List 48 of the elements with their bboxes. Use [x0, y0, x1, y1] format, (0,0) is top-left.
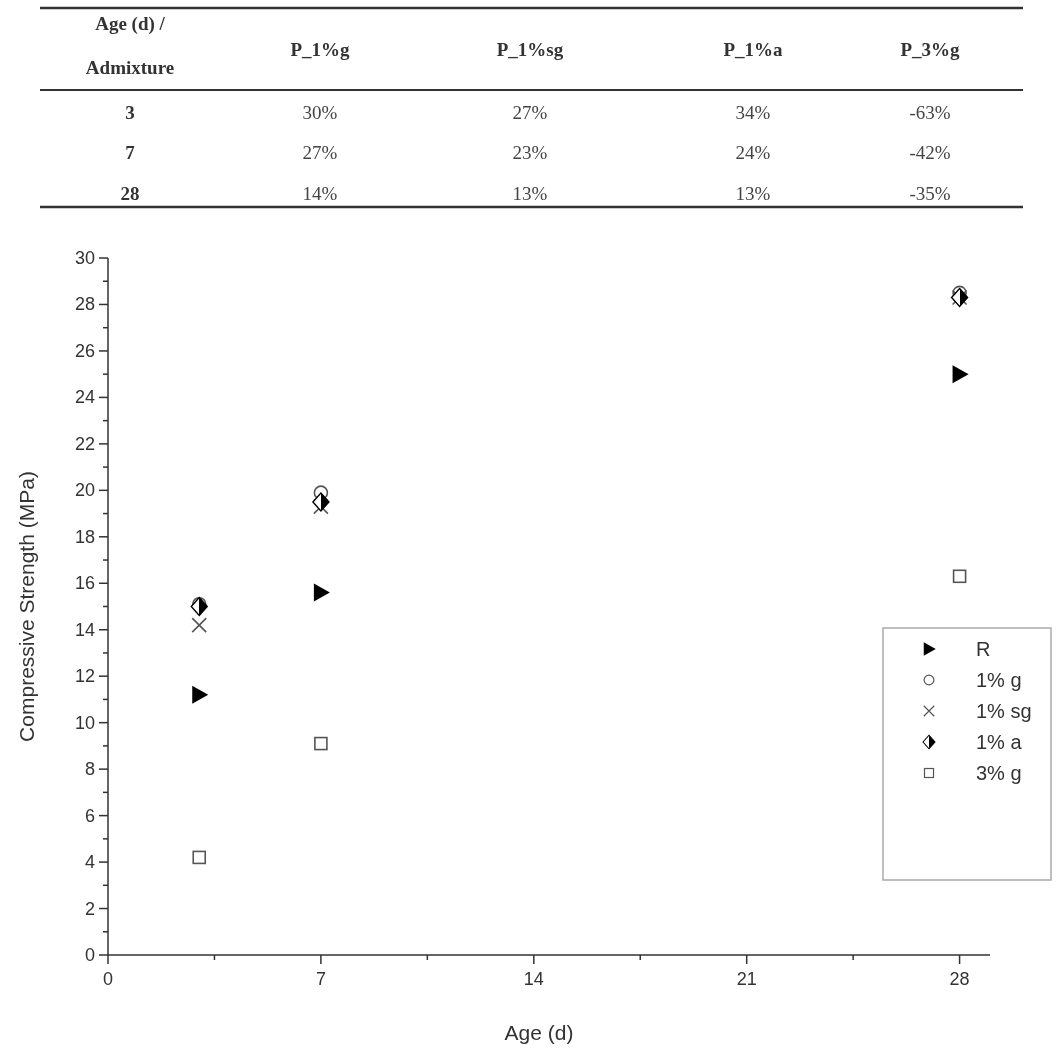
category-label: 7: [125, 142, 135, 163]
y-tick-label: 10: [74, 712, 95, 733]
text: 27%: [302, 142, 338, 163]
category-label: P_1%a: [723, 39, 784, 60]
y-tick-label: 22: [74, 433, 95, 454]
y-tick-label: 20: [74, 480, 95, 501]
y-tick-label: 30: [74, 248, 95, 268]
text: 23%: [512, 142, 548, 163]
category-label: 3: [125, 102, 135, 123]
y-tick-label: 14: [74, 619, 95, 640]
legend-label: 1% g: [976, 669, 1022, 691]
legend-label: 3% g: [976, 762, 1022, 784]
y-tick-label: 28: [74, 294, 95, 315]
x-axis-title: Age (d): [504, 1021, 574, 1044]
y-tick-label: 0: [84, 945, 95, 965]
legend-label: 1% sg: [976, 700, 1032, 722]
text: 13%: [735, 183, 771, 204]
y-axis-title: Compressive Strength (MPa): [15, 471, 38, 742]
y-tick-label: 12: [74, 666, 95, 687]
y-tick-label: 8: [84, 759, 95, 780]
text: Age (d) / Admixture: [85, 13, 175, 78]
legend-label: 1% a: [976, 731, 1023, 753]
y-tick-label: 4: [84, 852, 95, 873]
y-tick-label: 16: [74, 573, 95, 594]
text: 27%: [512, 102, 548, 123]
x-tick-label: 0: [102, 969, 114, 989]
text: 24%: [735, 142, 771, 163]
legend-label: R: [976, 638, 991, 660]
y-tick-label: 26: [74, 340, 95, 361]
text: 13%: [512, 183, 548, 204]
category-label: P_1%sg: [496, 39, 564, 60]
text: 14%: [302, 183, 338, 204]
x-tick-label: 28: [949, 969, 970, 989]
x-tick-label: 7: [315, 969, 326, 989]
x-tick-label: 21: [736, 969, 757, 989]
y-tick-label: 24: [74, 387, 95, 408]
text: -35%: [909, 183, 951, 204]
y-tick-label: 18: [74, 526, 95, 547]
y-tick-label: 6: [84, 805, 95, 826]
category-label: 28: [120, 183, 140, 204]
x-tick-label: 14: [523, 969, 544, 989]
category-label: P_1%g: [290, 39, 351, 60]
category-label: P_3%g: [900, 39, 961, 60]
text: 34%: [735, 102, 771, 123]
text: -42%: [909, 142, 951, 163]
y-tick-label: 2: [84, 898, 95, 919]
text: -63%: [909, 102, 951, 123]
text: 30%: [302, 102, 338, 123]
